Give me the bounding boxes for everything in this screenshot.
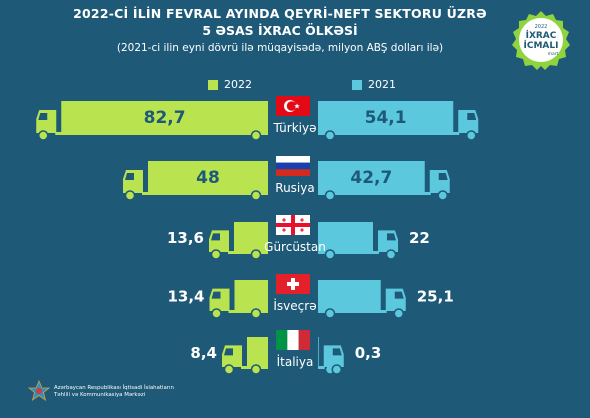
badge-year: 2022 <box>535 24 548 30</box>
data-label-2022-2: 48 <box>196 168 220 188</box>
truck-cab-icon <box>209 288 230 319</box>
category-label-5: İtaliya <box>277 354 314 369</box>
data-label-2021-4: 25,1 <box>417 288 454 306</box>
category-label-4: İsveçrə <box>273 298 316 313</box>
truck-cab-icon <box>385 288 406 319</box>
bar-2022-5 <box>247 337 268 367</box>
truck-cab-icon <box>429 170 450 201</box>
truck-cab-icon <box>458 110 479 141</box>
legend-label-2022: 2022 <box>224 78 252 91</box>
data-label-2022-5: 8,4 <box>190 344 217 362</box>
truck-cab-icon <box>209 230 229 260</box>
truck-cab-icon <box>222 345 242 375</box>
footer-line-2: Təhlili və Kommunikasiya Mərkəzi <box>54 392 146 398</box>
chart-title-line-1: 2022-Cİ İLİN FEVRAL AYINDA QEYRİ-NEFT SE… <box>73 6 487 21</box>
bar-2022-1 <box>61 101 268 133</box>
data-label-2021-3: 22 <box>409 229 430 247</box>
bar-2021-3 <box>318 222 373 252</box>
legend-swatch-2021 <box>352 80 362 90</box>
category-label-1: Türkiyə <box>273 121 317 135</box>
georgia-flag-icon <box>276 215 310 235</box>
bar-2021-5 <box>318 337 319 367</box>
data-label-2021-5: 0,3 <box>355 344 382 362</box>
italy-flag-icon <box>276 330 310 350</box>
bar-2022-3 <box>234 222 268 252</box>
turkey-flag-icon <box>276 96 310 116</box>
legend-label-2021: 2021 <box>368 78 396 91</box>
truck-cab-icon <box>36 110 57 141</box>
bar-2021-4 <box>318 280 381 311</box>
truck-cab-icon <box>323 345 344 375</box>
badge-month: mart <box>548 51 559 57</box>
state-emblem-icon <box>28 380 50 401</box>
category-label-2: Rusiya <box>275 181 314 195</box>
data-label-2021-2: 42,7 <box>350 168 392 188</box>
bar-2021-1 <box>318 101 454 133</box>
chart-subtitle: (2021-ci ilin eyni dövrü ilə müqayisədə,… <box>116 42 444 54</box>
data-label-2021-1: 54,1 <box>365 108 407 128</box>
organization-footer: Azərbaycan Respublikası İqtisadi İslahat… <box>54 385 174 399</box>
data-label-2022-4: 13,4 <box>167 288 204 306</box>
russia-flag-icon <box>276 156 310 176</box>
badge-line-2: İCMALI <box>524 40 559 51</box>
bar-2022-4 <box>234 280 268 311</box>
legend-swatch-2022 <box>208 80 218 90</box>
data-label-2022-1: 82,7 <box>144 108 186 128</box>
badge-line-1: İXRAC <box>526 30 557 41</box>
truck-cab-icon <box>378 230 398 260</box>
footer-line-1: Azərbaycan Respublikası İqtisadi İslahat… <box>54 385 174 391</box>
switzerland-flag-icon <box>276 274 310 294</box>
truck-cab-icon <box>123 170 143 201</box>
ixrac-icmali-badge: 2022 İXRAC İCMALI mart <box>512 11 570 70</box>
chart-title-line-2: 5 ƏSAS İXRAC ÖLKƏSİ <box>202 23 358 38</box>
data-label-2022-3: 13,6 <box>167 229 204 247</box>
bar-2021-2 <box>318 161 425 193</box>
bar-2022-2 <box>148 161 268 193</box>
category-label-3: Gürcüstan <box>264 240 326 254</box>
